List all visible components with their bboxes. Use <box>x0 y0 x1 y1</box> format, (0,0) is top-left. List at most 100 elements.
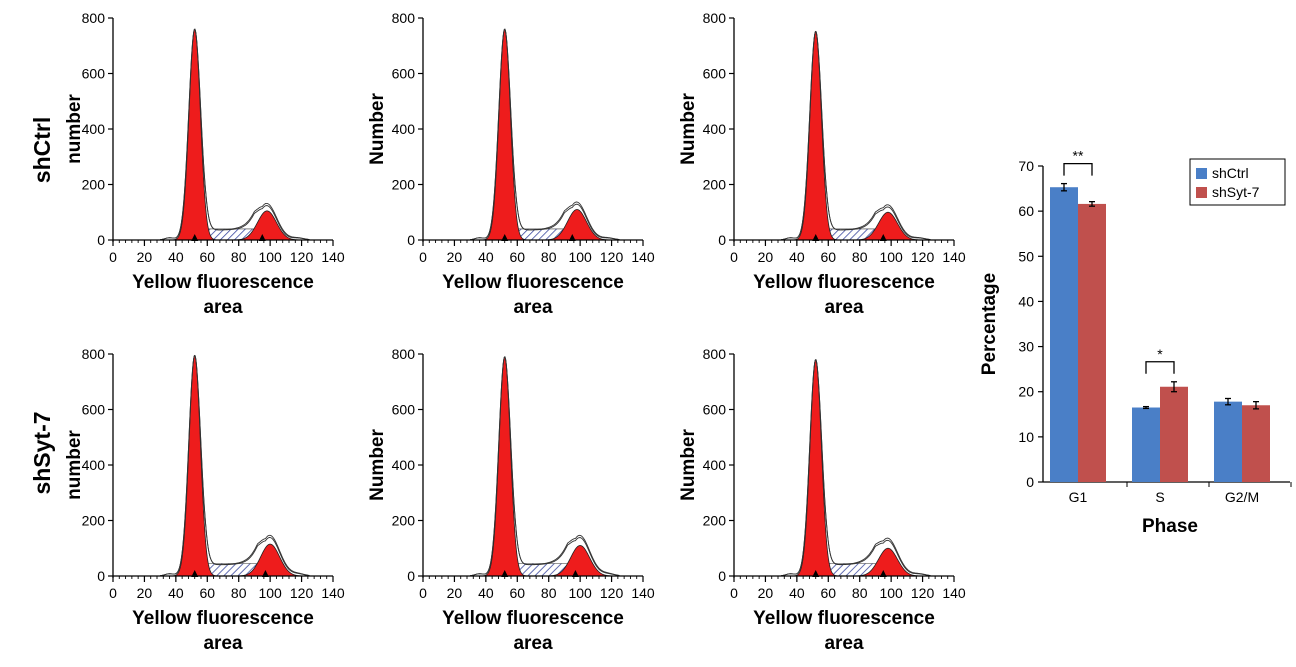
x-tick-label: 40 <box>478 585 494 601</box>
total-outline-2 <box>470 28 620 241</box>
x-axis-title: Yellow fluorescence <box>132 272 314 293</box>
x-tick-label: 100 <box>879 585 903 601</box>
legend-label-shSyt-7: shSyt-7 <box>1212 184 1260 200</box>
x-tick-label: 80 <box>541 249 557 265</box>
y-axis-title: Number <box>367 93 388 165</box>
y-tick-label: 0 <box>718 568 726 584</box>
x-tick-label: 20 <box>137 249 153 265</box>
g1-peak <box>793 30 838 241</box>
x-axis-title-line2: area <box>513 633 553 654</box>
y-tick-label: 800 <box>703 346 727 362</box>
g1-peak <box>172 354 217 577</box>
x-tick-label: 60 <box>509 249 525 265</box>
total-outline-1 <box>160 28 310 241</box>
bar-y-tick-label: 40 <box>1018 293 1034 309</box>
x-tick-label: 100 <box>258 585 282 601</box>
x-tick-label: 40 <box>168 585 184 601</box>
y-tick-label: 800 <box>392 346 416 362</box>
total-outline-1 <box>470 356 620 577</box>
x-axis-title-line2: area <box>513 297 553 318</box>
peak-marker <box>501 234 509 241</box>
x-tick-label: 120 <box>911 249 935 265</box>
x-tick-label: 80 <box>852 249 868 265</box>
total-outline-2 <box>470 356 620 577</box>
x-tick-label: 60 <box>199 249 215 265</box>
total-outline-1 <box>160 355 310 577</box>
g1-peak <box>172 28 217 241</box>
y-tick-label: 400 <box>392 121 416 137</box>
x-tick-label: 120 <box>600 249 624 265</box>
peak-marker <box>501 570 509 577</box>
y-tick-label: 800 <box>82 346 106 362</box>
bar-y-tick-label: 0 <box>1026 474 1034 490</box>
x-tick-label: 40 <box>789 249 805 265</box>
x-axis-title: Yellow fluorescence <box>442 272 624 293</box>
g2m-peak <box>853 211 923 241</box>
y-tick-label: 800 <box>82 10 106 26</box>
y-tick-label: 0 <box>718 232 726 248</box>
peak-marker <box>812 234 820 241</box>
g2m-peak <box>232 210 302 241</box>
row-label-shsyt7: shSyt-7 <box>29 411 55 494</box>
bar-shCtrl-G2/M <box>1214 401 1242 482</box>
y-tick-label: 200 <box>392 177 416 193</box>
bar-y-tick-label: 70 <box>1018 158 1034 174</box>
bar-category-label: G2/M <box>1225 489 1259 505</box>
bar-y-tick-label: 10 <box>1018 429 1034 445</box>
y-tick-label: 600 <box>392 402 416 418</box>
total-outline-2 <box>160 28 310 241</box>
g2m-peak <box>853 547 923 577</box>
x-tick-label: 140 <box>631 249 655 265</box>
y-tick-label: 400 <box>392 457 416 473</box>
x-axis-title: Yellow fluorescence <box>442 608 624 629</box>
y-axis-title: Number <box>678 429 699 501</box>
peak-marker <box>191 234 199 241</box>
x-tick-label: 60 <box>820 249 836 265</box>
x-tick-label: 0 <box>419 249 427 265</box>
histogram-panel-4: 0 200 400 600 800 0 20 40 60 80 100 120 140 Yellow fl… <box>64 346 345 654</box>
bar-category-label: S <box>1155 489 1164 505</box>
bar-shCtrl-G1 <box>1050 187 1078 482</box>
x-axis-title: Yellow fluorescence <box>132 608 314 629</box>
bar-y-tick-label: 60 <box>1018 203 1034 219</box>
x-tick-label: 40 <box>168 249 184 265</box>
x-tick-label: 140 <box>631 585 655 601</box>
x-tick-label: 140 <box>942 585 966 601</box>
y-tick-label: 0 <box>407 232 415 248</box>
x-tick-label: 60 <box>509 585 525 601</box>
histogram-panel-6: 0 200 400 600 800 0 20 40 60 80 100 120 140 Yellow fl… <box>678 346 966 654</box>
x-tick-label: 100 <box>568 585 592 601</box>
x-axis-title: Yellow fluorescence <box>753 608 935 629</box>
bar-y-tick-label: 50 <box>1018 248 1034 264</box>
x-tick-label: 60 <box>199 585 215 601</box>
x-tick-label: 120 <box>911 585 935 601</box>
x-tick-label: 60 <box>820 585 836 601</box>
x-tick-label: 80 <box>852 585 868 601</box>
y-tick-label: 200 <box>703 177 727 193</box>
g2m-peak <box>545 545 615 577</box>
y-tick-label: 200 <box>82 177 106 193</box>
bar-shCtrl-S <box>1132 407 1160 482</box>
total-outline-2 <box>160 355 310 577</box>
x-tick-label: 140 <box>942 249 966 265</box>
x-tick-label: 120 <box>290 249 314 265</box>
x-tick-label: 140 <box>321 249 345 265</box>
peak-marker <box>191 570 199 577</box>
total-outline-2 <box>781 359 931 577</box>
y-tick-label: 0 <box>97 232 105 248</box>
peak-marker <box>258 234 266 241</box>
peak-marker <box>568 234 576 241</box>
x-axis-title-line2: area <box>203 297 243 318</box>
x-tick-label: 120 <box>290 585 314 601</box>
row-label-shctrl: shCtrl <box>29 117 55 183</box>
g1-peak <box>482 28 527 241</box>
y-axis-title: Number <box>678 93 699 165</box>
y-axis-title: Number <box>367 429 388 501</box>
y-tick-label: 200 <box>703 513 727 529</box>
y-tick-label: 600 <box>82 402 106 418</box>
legend-swatch-shCtrl <box>1196 168 1207 179</box>
significance-label: ** <box>1073 148 1084 164</box>
